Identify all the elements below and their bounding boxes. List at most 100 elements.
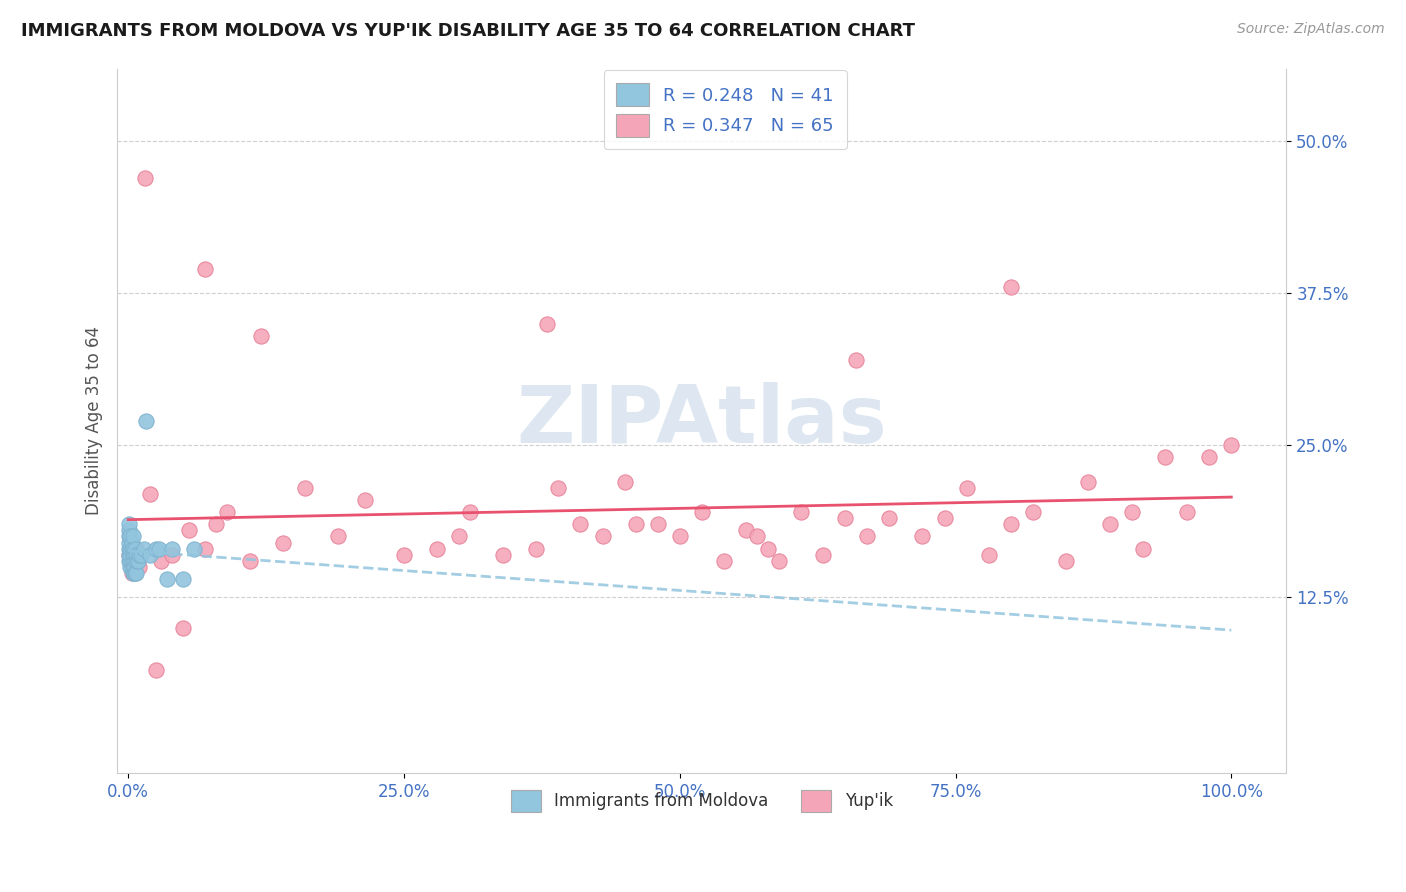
Point xyxy=(122,548,145,562)
Point xyxy=(172,621,194,635)
Point xyxy=(790,505,813,519)
Point xyxy=(1132,541,1154,556)
Point xyxy=(354,493,377,508)
Point xyxy=(121,554,143,568)
Point xyxy=(120,559,142,574)
Point xyxy=(128,548,150,562)
Point xyxy=(879,511,901,525)
Point xyxy=(172,572,194,586)
Point xyxy=(118,524,141,538)
Point xyxy=(124,554,146,568)
Point xyxy=(911,529,934,543)
Point xyxy=(120,541,142,556)
Point xyxy=(121,529,143,543)
Point xyxy=(125,566,148,580)
Point xyxy=(294,481,316,495)
Text: IMMIGRANTS FROM MOLDOVA VS YUP'IK DISABILITY AGE 35 TO 64 CORRELATION CHART: IMMIGRANTS FROM MOLDOVA VS YUP'IK DISABI… xyxy=(21,22,915,40)
Point xyxy=(122,559,145,574)
Point xyxy=(162,548,184,562)
Point xyxy=(125,554,148,568)
Legend: Immigrants from Moldova, Yup'ik: Immigrants from Moldova, Yup'ik xyxy=(498,777,907,825)
Point xyxy=(145,541,167,556)
Point xyxy=(118,535,141,549)
Point xyxy=(121,554,143,568)
Point xyxy=(647,517,669,532)
Point xyxy=(1000,517,1022,532)
Point xyxy=(194,541,217,556)
Point xyxy=(735,524,758,538)
Point xyxy=(194,262,217,277)
Point xyxy=(1000,280,1022,294)
Point xyxy=(120,548,142,562)
Point xyxy=(118,548,141,562)
Point xyxy=(524,541,547,556)
Point xyxy=(177,524,200,538)
Point xyxy=(118,517,141,532)
Point xyxy=(977,548,1000,562)
Point xyxy=(1054,554,1077,568)
Point xyxy=(426,541,449,556)
Point xyxy=(121,566,143,580)
Point xyxy=(249,329,271,343)
Point xyxy=(156,572,179,586)
Point xyxy=(139,487,162,501)
Point xyxy=(125,541,148,556)
Point xyxy=(1220,438,1243,452)
Point xyxy=(547,481,569,495)
Point xyxy=(613,475,636,489)
Point xyxy=(326,529,349,543)
Point xyxy=(1098,517,1121,532)
Point xyxy=(121,535,143,549)
Point xyxy=(811,548,834,562)
Point xyxy=(745,529,768,543)
Point xyxy=(150,554,173,568)
Point xyxy=(1154,450,1177,465)
Point xyxy=(955,481,977,495)
Point xyxy=(238,554,260,568)
Point xyxy=(118,541,141,556)
Text: ZIPAtlas: ZIPAtlas xyxy=(516,382,887,460)
Point xyxy=(122,554,145,568)
Point xyxy=(122,566,145,580)
Point xyxy=(845,353,868,368)
Point xyxy=(124,541,146,556)
Point xyxy=(934,511,956,525)
Point xyxy=(536,317,558,331)
Point xyxy=(118,529,141,543)
Point xyxy=(624,517,647,532)
Point xyxy=(592,529,614,543)
Text: Source: ZipAtlas.com: Source: ZipAtlas.com xyxy=(1237,22,1385,37)
Point xyxy=(124,566,146,580)
Point xyxy=(1022,505,1045,519)
Point xyxy=(492,548,515,562)
Point xyxy=(183,541,205,556)
Point xyxy=(834,511,856,525)
Point xyxy=(1175,505,1198,519)
Point xyxy=(120,529,142,543)
Point xyxy=(145,663,167,677)
Point xyxy=(690,505,713,519)
Point xyxy=(768,554,790,568)
Point xyxy=(1198,450,1220,465)
Point xyxy=(392,548,415,562)
Point xyxy=(121,559,143,574)
Point xyxy=(713,554,735,568)
Point xyxy=(148,541,170,556)
Point xyxy=(856,529,879,543)
Point xyxy=(449,529,471,543)
Point xyxy=(131,548,153,562)
Point xyxy=(271,535,294,549)
Y-axis label: Disability Age 35 to 64: Disability Age 35 to 64 xyxy=(86,326,103,516)
Point xyxy=(205,517,228,532)
Point xyxy=(134,170,156,185)
Point xyxy=(162,541,184,556)
Point xyxy=(125,548,148,562)
Point xyxy=(118,554,141,568)
Point xyxy=(132,541,155,556)
Point xyxy=(756,541,779,556)
Point xyxy=(121,541,143,556)
Point xyxy=(135,414,157,428)
Point xyxy=(569,517,592,532)
Point xyxy=(127,554,149,568)
Point xyxy=(120,554,142,568)
